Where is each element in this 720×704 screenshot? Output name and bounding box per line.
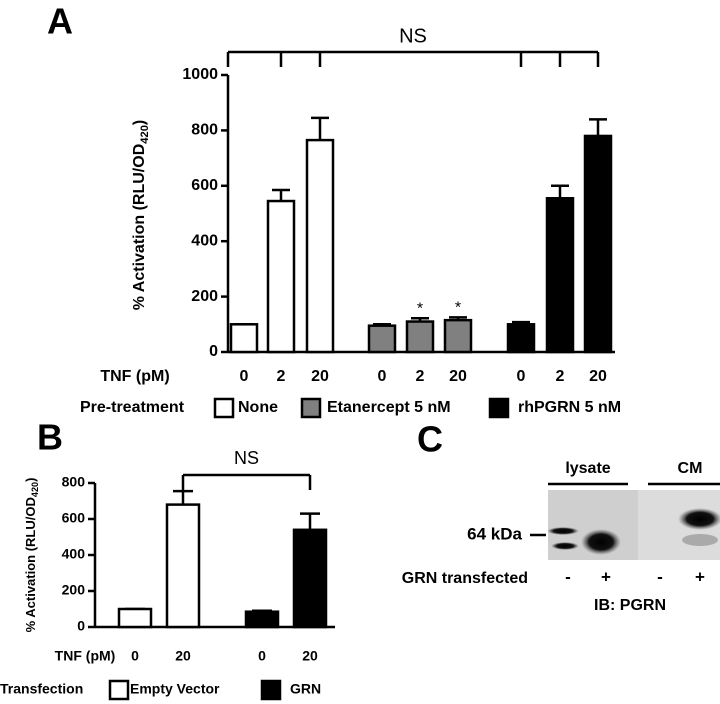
lane-label: lysate bbox=[565, 460, 610, 477]
y-axis-label-part: ) bbox=[131, 120, 148, 125]
x-axis-label: TNF (pM) bbox=[100, 368, 169, 385]
bracket-label: NS bbox=[399, 25, 427, 47]
sign: - bbox=[657, 567, 663, 586]
panel-label: A bbox=[47, 1, 73, 42]
y-axis-label-part: % Activation (RLU/OD bbox=[131, 144, 148, 311]
bar bbox=[405, 320, 435, 354]
legend-title: Transfection bbox=[0, 681, 83, 697]
bar bbox=[506, 323, 536, 354]
legend-swatch bbox=[260, 679, 282, 701]
legend-label: None bbox=[238, 399, 278, 416]
x-axis-label: TNF (pM) bbox=[55, 648, 116, 664]
sign: - bbox=[565, 567, 571, 586]
panel-label: C bbox=[417, 419, 443, 460]
blot-band bbox=[551, 542, 579, 550]
y-tick-label: 600 bbox=[191, 177, 218, 194]
significance-mark: * bbox=[455, 300, 461, 317]
x-tick-label: 2 bbox=[277, 368, 286, 385]
y-tick-label: 1000 bbox=[182, 66, 218, 83]
bar bbox=[292, 528, 328, 629]
legend-swatch bbox=[213, 397, 235, 419]
bar bbox=[229, 323, 259, 354]
bar bbox=[443, 318, 473, 354]
y-tick-label: 200 bbox=[62, 582, 86, 598]
blot-panel: C lysate CM 64 kDa GRN transfected - + -… bbox=[402, 419, 720, 614]
y-axis-label-sub: 420 bbox=[30, 482, 40, 497]
y-tick-label: 400 bbox=[191, 232, 218, 249]
blot-footer: IB: PGRN bbox=[594, 597, 666, 614]
y-axis-label-sub: 420 bbox=[139, 125, 151, 144]
y-tick-label: 200 bbox=[191, 288, 218, 305]
legend-swatch bbox=[488, 397, 510, 419]
legend-title: Pre-treatment bbox=[80, 399, 185, 416]
legend-label: GRN bbox=[290, 681, 321, 697]
blot-band bbox=[581, 529, 621, 555]
legend-label: rhPGRN 5 nM bbox=[518, 399, 621, 416]
bar bbox=[545, 197, 575, 354]
y-tick-label: 800 bbox=[191, 122, 218, 139]
y-tick-label: 0 bbox=[77, 618, 85, 634]
legend-swatch bbox=[108, 679, 130, 701]
x-tick-label: 20 bbox=[589, 368, 607, 385]
bar bbox=[367, 324, 397, 354]
bar bbox=[305, 138, 335, 354]
x-tick-label: 0 bbox=[378, 368, 387, 385]
sign: + bbox=[601, 567, 611, 586]
panel-label: B bbox=[37, 417, 63, 458]
lane-label: CM bbox=[678, 460, 703, 477]
x-tick-label: 20 bbox=[175, 648, 191, 664]
legend-label: Etanercept 5 nM bbox=[327, 399, 451, 416]
x-tick-label: 0 bbox=[517, 368, 526, 385]
x-tick-label: 20 bbox=[302, 648, 318, 664]
x-tick-label: 0 bbox=[258, 648, 266, 664]
y-tick-label: 400 bbox=[62, 546, 86, 562]
y-axis-label: % Activation (RLU/OD420) bbox=[131, 120, 151, 311]
bracket-label: NS bbox=[234, 448, 259, 468]
legend-label: Empty Vector bbox=[130, 681, 220, 697]
x-tick-label: 20 bbox=[311, 368, 329, 385]
marker-label: 64 kDa bbox=[467, 524, 522, 543]
significance-mark: * bbox=[417, 300, 423, 317]
y-tick-label: 800 bbox=[62, 474, 86, 490]
y-tick-label: 0 bbox=[209, 343, 218, 360]
blot-band bbox=[682, 534, 718, 546]
x-tick-label: 0 bbox=[240, 368, 249, 385]
x-tick-label: 2 bbox=[556, 368, 565, 385]
bar bbox=[117, 607, 153, 629]
legend-swatch bbox=[300, 397, 322, 419]
x-tick-label: 0 bbox=[131, 648, 139, 664]
bar bbox=[583, 134, 613, 354]
row-label: GRN transfected bbox=[402, 570, 528, 587]
bar bbox=[165, 503, 201, 629]
y-axis-label: % Activation (RLU/OD420) bbox=[23, 478, 40, 633]
bar bbox=[266, 199, 296, 354]
bar bbox=[244, 610, 280, 629]
x-tick-label: 20 bbox=[449, 368, 467, 385]
y-axis-label-part: ) bbox=[23, 478, 38, 482]
blot-band bbox=[678, 508, 720, 530]
y-axis-label-part: % Activation (RLU/OD bbox=[23, 497, 38, 632]
x-tick-label: 2 bbox=[416, 368, 425, 385]
y-tick-label: 600 bbox=[62, 510, 86, 526]
sign: + bbox=[695, 567, 705, 586]
blot-band bbox=[547, 527, 579, 535]
